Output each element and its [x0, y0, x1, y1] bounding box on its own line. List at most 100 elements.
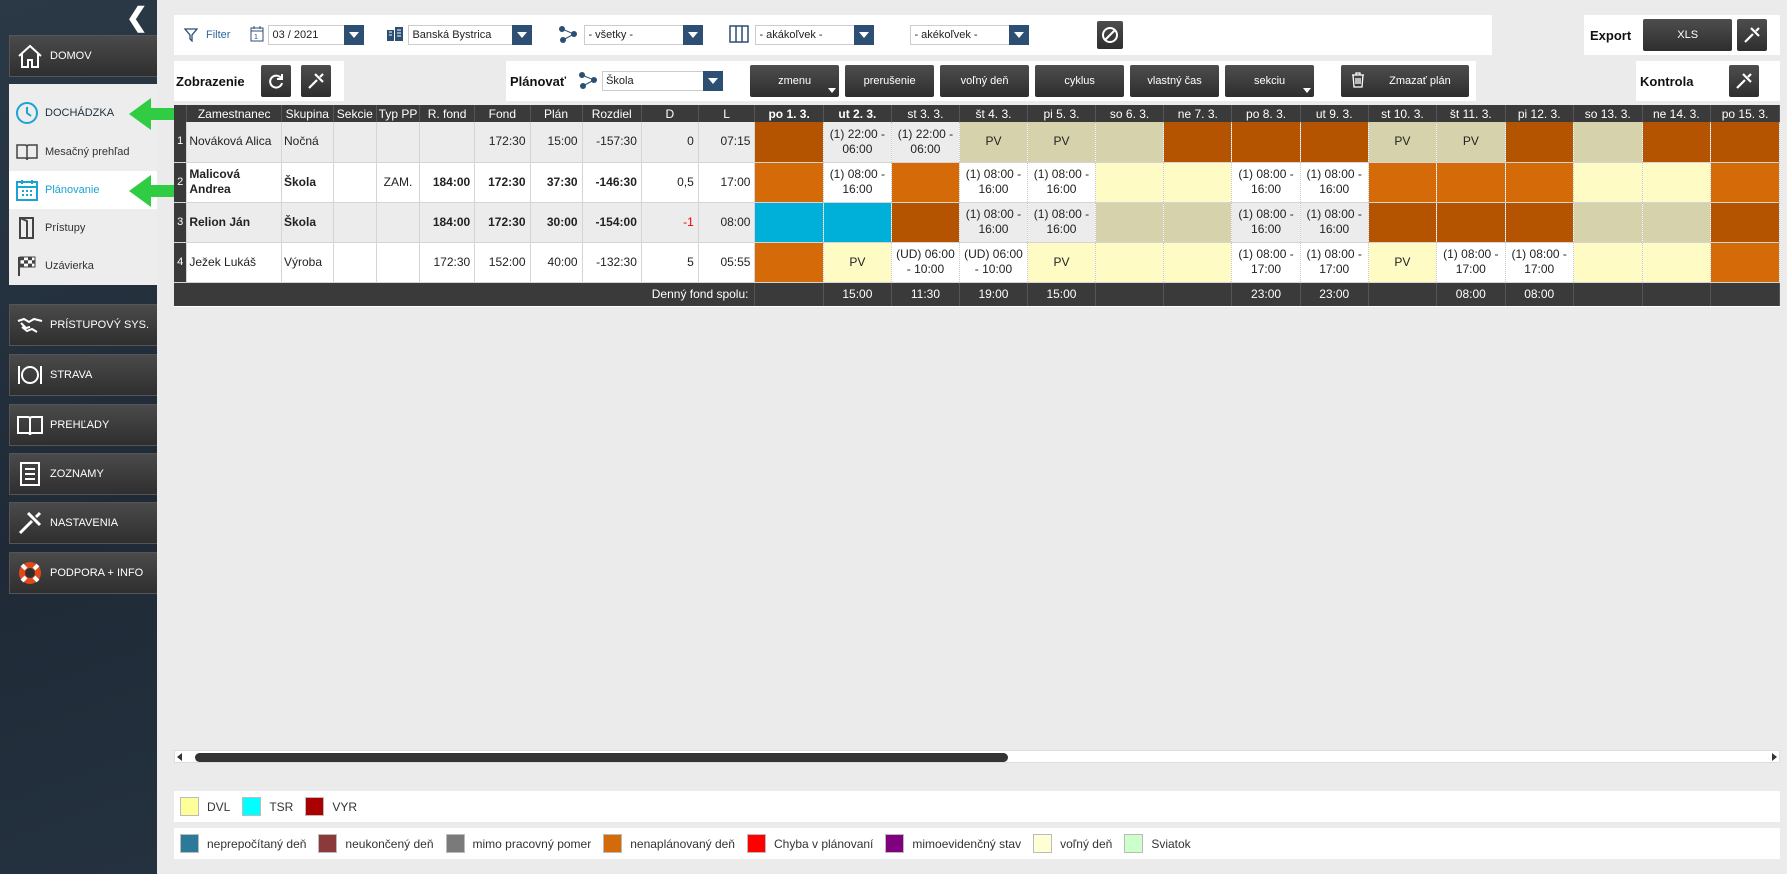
plan-cell[interactable]: (1) 08:00 - 16:00 [1231, 202, 1301, 243]
day-header[interactable]: št 4. 3. [959, 105, 1028, 122]
plan-cell[interactable] [1163, 122, 1233, 163]
scroll-right-icon[interactable] [1772, 753, 1777, 761]
sub-pristupy[interactable]: Prístupy [9, 209, 157, 247]
plan-custom-time-button[interactable]: vlastný čas [1130, 65, 1220, 97]
plan-cycle-button[interactable]: cyklus [1035, 65, 1125, 97]
plan-cell[interactable]: PV [823, 242, 892, 283]
plan-cell[interactable] [1710, 242, 1780, 283]
plan-cell[interactable] [1642, 202, 1712, 243]
plan-cell[interactable]: PV [1368, 242, 1438, 283]
plan-cell[interactable]: (1) 08:00 - 17:00 [1505, 242, 1574, 283]
day-header[interactable]: st 3. 3. [891, 105, 960, 122]
plan-cell[interactable]: PV [1027, 242, 1096, 283]
nav-nastavenia[interactable]: NASTAVENIA [9, 502, 157, 544]
plan-cell[interactable]: (1) 08:00 - 17:00 [1436, 242, 1506, 283]
plan-cell[interactable] [1436, 162, 1506, 203]
plan-cell[interactable] [754, 122, 824, 163]
plan-cell[interactable] [1710, 202, 1780, 243]
plan-cell[interactable] [1095, 122, 1165, 163]
plan-cell[interactable] [1642, 122, 1712, 163]
plan-cell[interactable]: (1) 08:00 - 16:00 [1300, 162, 1369, 203]
plan-group-select[interactable]: Škola [602, 71, 724, 91]
plan-cell[interactable]: PV [959, 122, 1028, 163]
plan-cell[interactable] [1573, 122, 1643, 163]
location-select[interactable]: Banská Bystrica [408, 25, 533, 45]
plan-cell[interactable] [823, 202, 892, 243]
plan-cell[interactable]: (1) 08:00 - 17:00 [1300, 242, 1369, 283]
plan-cell[interactable] [1573, 242, 1643, 283]
plan-cell[interactable] [1505, 162, 1574, 203]
plan-cell[interactable]: (1) 08:00 - 16:00 [1027, 162, 1096, 203]
plan-cell[interactable]: (1) 08:00 - 16:00 [823, 162, 892, 203]
plan-cell[interactable]: (1) 08:00 - 16:00 [1231, 162, 1301, 203]
day-header[interactable]: po 15. 3. [1710, 105, 1780, 122]
plan-cell[interactable]: (1) 22:00 - 06:00 [823, 122, 892, 163]
plan-cell[interactable]: PV [1368, 122, 1438, 163]
plan-cell[interactable] [891, 202, 960, 243]
plan-cell[interactable]: (1) 22:00 - 06:00 [891, 122, 960, 163]
display-settings-button[interactable] [300, 65, 331, 97]
nav-dochadzka[interactable]: DOCHÁDZKA [9, 94, 157, 132]
nav-podpora[interactable]: PODPORA + INFO [9, 552, 157, 594]
plan-cell[interactable] [1368, 202, 1438, 243]
day-header[interactable]: pi 5. 3. [1027, 105, 1096, 122]
plan-cell[interactable] [1505, 122, 1574, 163]
day-header[interactable]: so 13. 3. [1573, 105, 1643, 122]
scroll-left-icon[interactable] [177, 753, 182, 761]
other-filter-select[interactable]: - akékoľvek - [910, 25, 1030, 45]
plan-cell[interactable]: (1) 08:00 - 16:00 [959, 202, 1028, 243]
plan-cell[interactable] [1368, 162, 1438, 203]
nav-domov[interactable]: DOMOV [9, 35, 157, 77]
plan-cell[interactable] [1163, 202, 1233, 243]
plan-cell[interactable]: PV [1436, 122, 1506, 163]
day-header[interactable]: ne 14. 3. [1642, 105, 1712, 122]
plan-cell[interactable]: (1) 08:00 - 16:00 [1300, 202, 1369, 243]
delete-plan-button[interactable]: Zmazať plán [1341, 65, 1470, 97]
export-settings-button[interactable] [1737, 19, 1768, 51]
scroll-thumb[interactable] [195, 753, 1008, 762]
plan-cell[interactable] [754, 202, 824, 243]
plan-cell[interactable] [1163, 242, 1233, 283]
plan-cell[interactable]: PV [1027, 122, 1096, 163]
plan-cell[interactable] [1642, 242, 1712, 283]
plan-section-button[interactable]: sekciu [1225, 65, 1315, 97]
section-select[interactable]: - všetky - [584, 25, 704, 45]
xls-export-button[interactable]: XLS [1643, 19, 1733, 51]
plan-cell[interactable]: (1) 08:00 - 16:00 [1027, 202, 1096, 243]
collapse-sidebar-icon[interactable]: ❮ [126, 2, 148, 32]
day-header[interactable]: ne 7. 3. [1163, 105, 1233, 122]
plan-cell[interactable] [754, 242, 824, 283]
month-select[interactable]: 03 / 2021 [268, 25, 365, 45]
day-header[interactable]: ut 2. 3. [823, 105, 892, 122]
refresh-button[interactable] [260, 65, 291, 97]
plan-cell[interactable] [1095, 202, 1165, 243]
plan-cell[interactable]: (UD) 06:00 - 10:00 [891, 242, 960, 283]
plan-cell[interactable]: (1) 08:00 - 16:00 [959, 162, 1028, 203]
nav-prehlady[interactable]: PREHĽADY [9, 404, 157, 446]
plan-cell[interactable]: (1) 08:00 - 17:00 [1231, 242, 1301, 283]
nav-zoznamy[interactable]: ZOZNAMY [9, 453, 157, 495]
day-header[interactable]: pi 12. 3. [1505, 105, 1574, 122]
plan-cell[interactable] [1573, 162, 1643, 203]
plan-cell[interactable] [1095, 162, 1165, 203]
sub-mesacny-prehlad[interactable]: Mesačný prehľad [9, 133, 157, 171]
plan-cell[interactable] [891, 162, 960, 203]
plan-cell[interactable] [1710, 122, 1780, 163]
plan-break-button[interactable]: prerušenie [845, 65, 935, 97]
plan-cell[interactable]: (UD) 06:00 - 10:00 [959, 242, 1028, 283]
day-header[interactable]: st 10. 3. [1368, 105, 1438, 122]
clear-filter-button[interactable] [1097, 21, 1124, 49]
column-filter-select[interactable]: - akákoľvek - [755, 25, 875, 45]
day-header[interactable]: so 6. 3. [1095, 105, 1165, 122]
day-header[interactable]: ut 9. 3. [1300, 105, 1369, 122]
day-header[interactable]: št 11. 3. [1436, 105, 1506, 122]
day-header[interactable]: po 8. 3. [1231, 105, 1301, 122]
plan-shift-button[interactable]: zmenu [750, 65, 840, 97]
plan-dayoff-button[interactable]: voľný deň [940, 65, 1030, 97]
nav-pristupovy-sys[interactable]: PRÍSTUPOVÝ SYS. [9, 304, 157, 346]
plan-cell[interactable] [1300, 122, 1369, 163]
plan-cell[interactable] [1163, 162, 1233, 203]
control-settings-button[interactable] [1729, 65, 1760, 97]
plan-cell[interactable] [754, 162, 824, 203]
plan-cell[interactable] [1231, 122, 1301, 163]
